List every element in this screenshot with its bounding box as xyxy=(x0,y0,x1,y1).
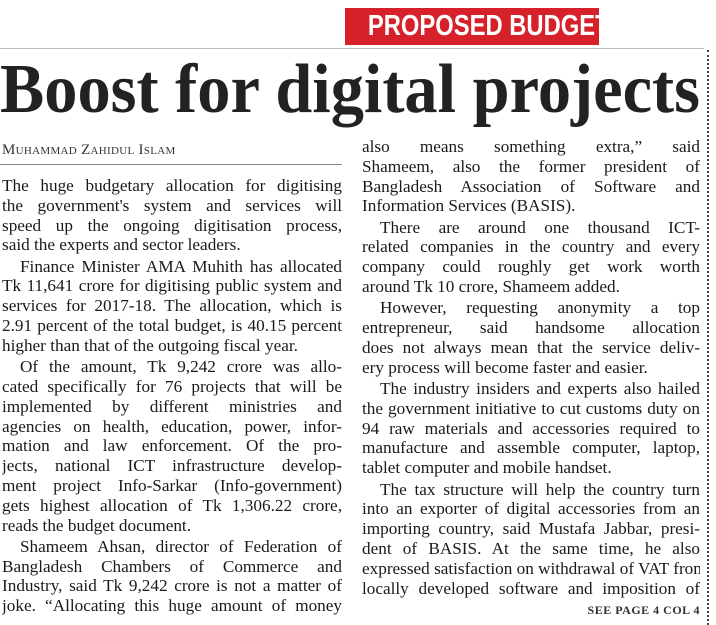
text-line: 94 raw materials and accessories require… xyxy=(362,418,700,438)
paragraph: Of the amount, Tk 9,242 crore was allo-c… xyxy=(2,357,342,535)
headline: Boost for digital projects xyxy=(0,51,700,128)
text-line: into an exporter of digital accessories … xyxy=(362,499,700,519)
text-line: expressed satisfaction on withdrawal of … xyxy=(362,558,700,578)
text-line: reads the budget document. xyxy=(2,515,192,535)
text-line: the government initiative to cut customs… xyxy=(362,398,700,418)
text-line: implemented by different ministries and xyxy=(2,396,342,416)
text-line: locally developed software and impositio… xyxy=(362,578,700,598)
text-line: company could roughly get work worth xyxy=(362,257,700,277)
text-line: jects, national ICT infrastructure devel… xyxy=(2,456,342,476)
byline: Muhammad Zahidul Islam xyxy=(2,142,176,158)
paragraph: The tax structure will help the country … xyxy=(362,480,700,599)
text-line: Bangladesh Chambers of Commerce and xyxy=(2,556,342,576)
text-line: mation and law enforcement. Of the pro- xyxy=(2,436,342,456)
paragraph: However, requesting anonymity a top entre… xyxy=(362,298,700,377)
text-line: the government's system and services wil… xyxy=(2,195,342,215)
text-line: said the experts and sector leaders. xyxy=(2,235,241,255)
text-line: related companies in the country and eve… xyxy=(362,237,700,257)
text-line: joke. “Allocating this huge amount of mo… xyxy=(2,596,342,616)
text-line: The industry insiders and experts also h… xyxy=(380,379,700,399)
text-line: gets highest allocation of Tk 1,306.22 c… xyxy=(2,495,342,515)
left-column: The huge budgetary allocation for digiti… xyxy=(2,176,342,618)
text-line: Tk 11,641 crore for digitising public sy… xyxy=(2,276,342,296)
text-line: services for 2017-18. The allocation, wh… xyxy=(2,296,342,316)
text-line: dent of BASIS. At the same time, he also xyxy=(362,538,700,558)
right-column: also means something extra,” said Shameem… xyxy=(362,137,700,600)
text-line: Of the amount, Tk 9,242 crore was allo- xyxy=(20,357,342,377)
text-line: There are around one thousand ICT- xyxy=(380,217,700,237)
text-line: entrepreneur, said handsome allocation xyxy=(362,318,700,338)
text-line: ment project Info-Sarkar (Info-governmen… xyxy=(2,475,342,495)
text-line: cated specifically for 76 projects that … xyxy=(2,376,342,396)
text-line: Information Services (BASIS). xyxy=(362,196,576,216)
paragraph: There are around one thousand ICT-relate… xyxy=(362,218,700,297)
text-line: manufacture and assemble computer, lapto… xyxy=(362,438,700,458)
text-line: Industry, said Tk 9,242 crore is not a m… xyxy=(2,576,342,596)
text-line: However, requesting anonymity a top xyxy=(380,298,700,318)
text-line: agencies on health, education, power, in… xyxy=(2,416,342,436)
text-line: The huge budgetary allocation for digiti… xyxy=(2,176,342,195)
text-line: speed up the ongoing digitisation proces… xyxy=(2,215,342,235)
text-line: Finance Minister AMA Muhith has allocate… xyxy=(20,256,342,276)
paragraph: The huge budgetary allocation for digiti… xyxy=(2,176,342,255)
top-rule xyxy=(0,48,704,49)
banner-text: PROPOSED BUDGET xyxy=(367,10,610,42)
paragraph: Finance Minister AMA Muhith has allocate… xyxy=(2,257,342,356)
section-banner: PROPOSED BUDGET xyxy=(345,8,610,45)
text-line: around Tk 10 crore, Shameem added. xyxy=(362,277,620,297)
text-line: 2.91 percent of the total budget, is 40.… xyxy=(2,316,342,336)
text-line: Shameem Ahsan, director of Federation of xyxy=(20,536,342,556)
paragraph: The industry insiders and experts also h… xyxy=(362,379,700,478)
dotted-border xyxy=(707,50,709,625)
text-line: tablet computer and mobile handset. xyxy=(362,458,612,478)
paragraph: also means something extra,” said Shameem… xyxy=(362,137,700,216)
text-line: Shameem, also the former president of xyxy=(362,156,700,176)
text-line: Bangladesh Association of Software and xyxy=(362,176,700,196)
text-line: higher than that of the outgoing fiscal … xyxy=(2,335,298,355)
text-line: ery process will become faster and easie… xyxy=(362,357,648,377)
byline-rule xyxy=(0,164,342,165)
text-line: importing country, said Mustafa Jabbar, … xyxy=(362,519,700,539)
text-line: also means something extra,” said xyxy=(362,137,700,156)
text-line: does not always mean that the service de… xyxy=(362,337,700,357)
text-line: The tax structure will help the country … xyxy=(380,479,700,499)
paragraph: Shameem Ahsan, director of Federation of… xyxy=(2,537,342,616)
jump-line: SEE PAGE 4 COL 4 xyxy=(587,603,700,617)
